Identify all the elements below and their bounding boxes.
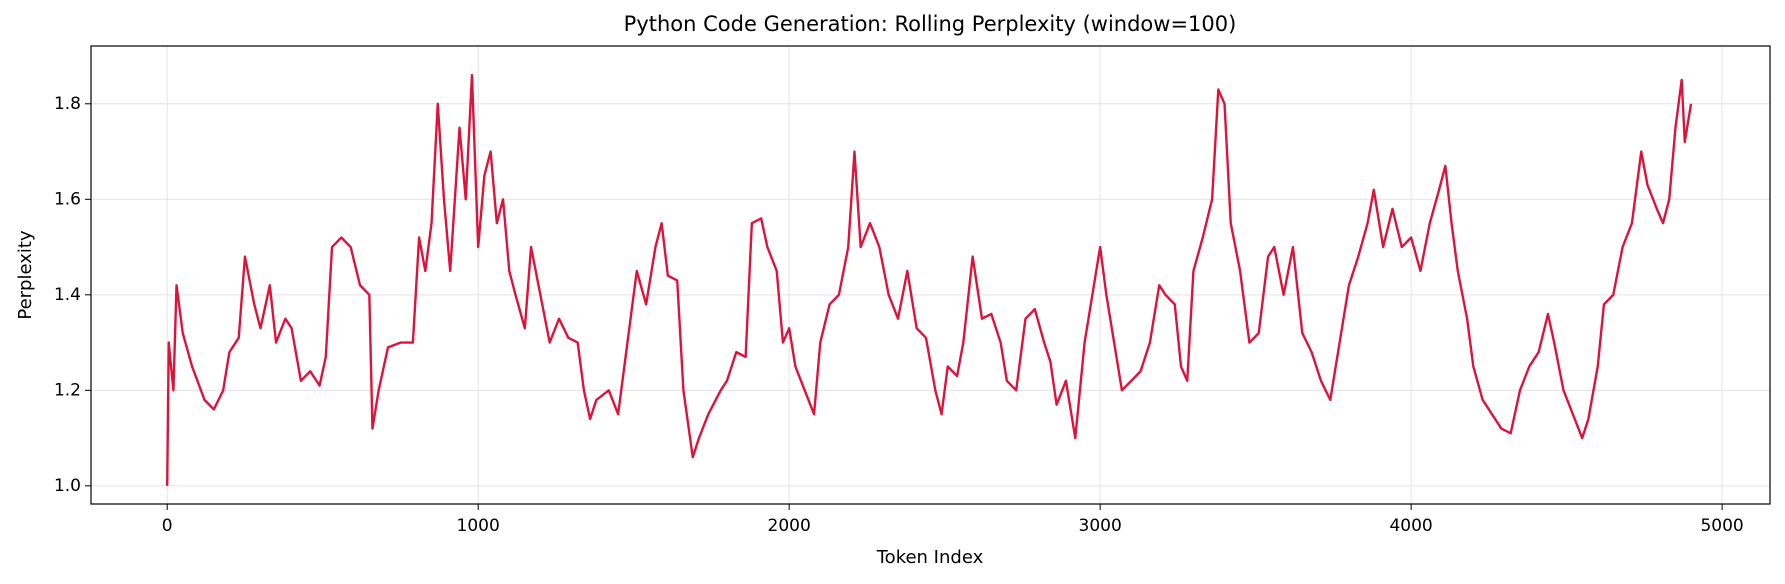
plot-frame <box>90 45 1771 505</box>
y-tick-label: 1.4 <box>54 285 81 305</box>
line-series <box>165 73 1693 486</box>
x-tick-label: 3000 <box>1079 516 1122 536</box>
y-tick-label: 1.0 <box>54 476 81 496</box>
y-tick-label: 1.2 <box>54 380 81 400</box>
x-axis-label: Token Index <box>876 547 984 568</box>
y-tick-label: 1.8 <box>54 94 81 114</box>
x-tick-label: 1000 <box>457 516 500 536</box>
chart-title: Python Code Generation: Rolling Perplexi… <box>624 12 1237 36</box>
x-tick-label: 0 <box>162 516 173 536</box>
x-tick-label: 5000 <box>1700 516 1743 536</box>
x-tick-label: 4000 <box>1389 516 1432 536</box>
y-axis-label: Perplexity <box>15 230 36 320</box>
y-tick-label: 1.6 <box>54 189 81 209</box>
x-tick-label: 2000 <box>768 516 811 536</box>
